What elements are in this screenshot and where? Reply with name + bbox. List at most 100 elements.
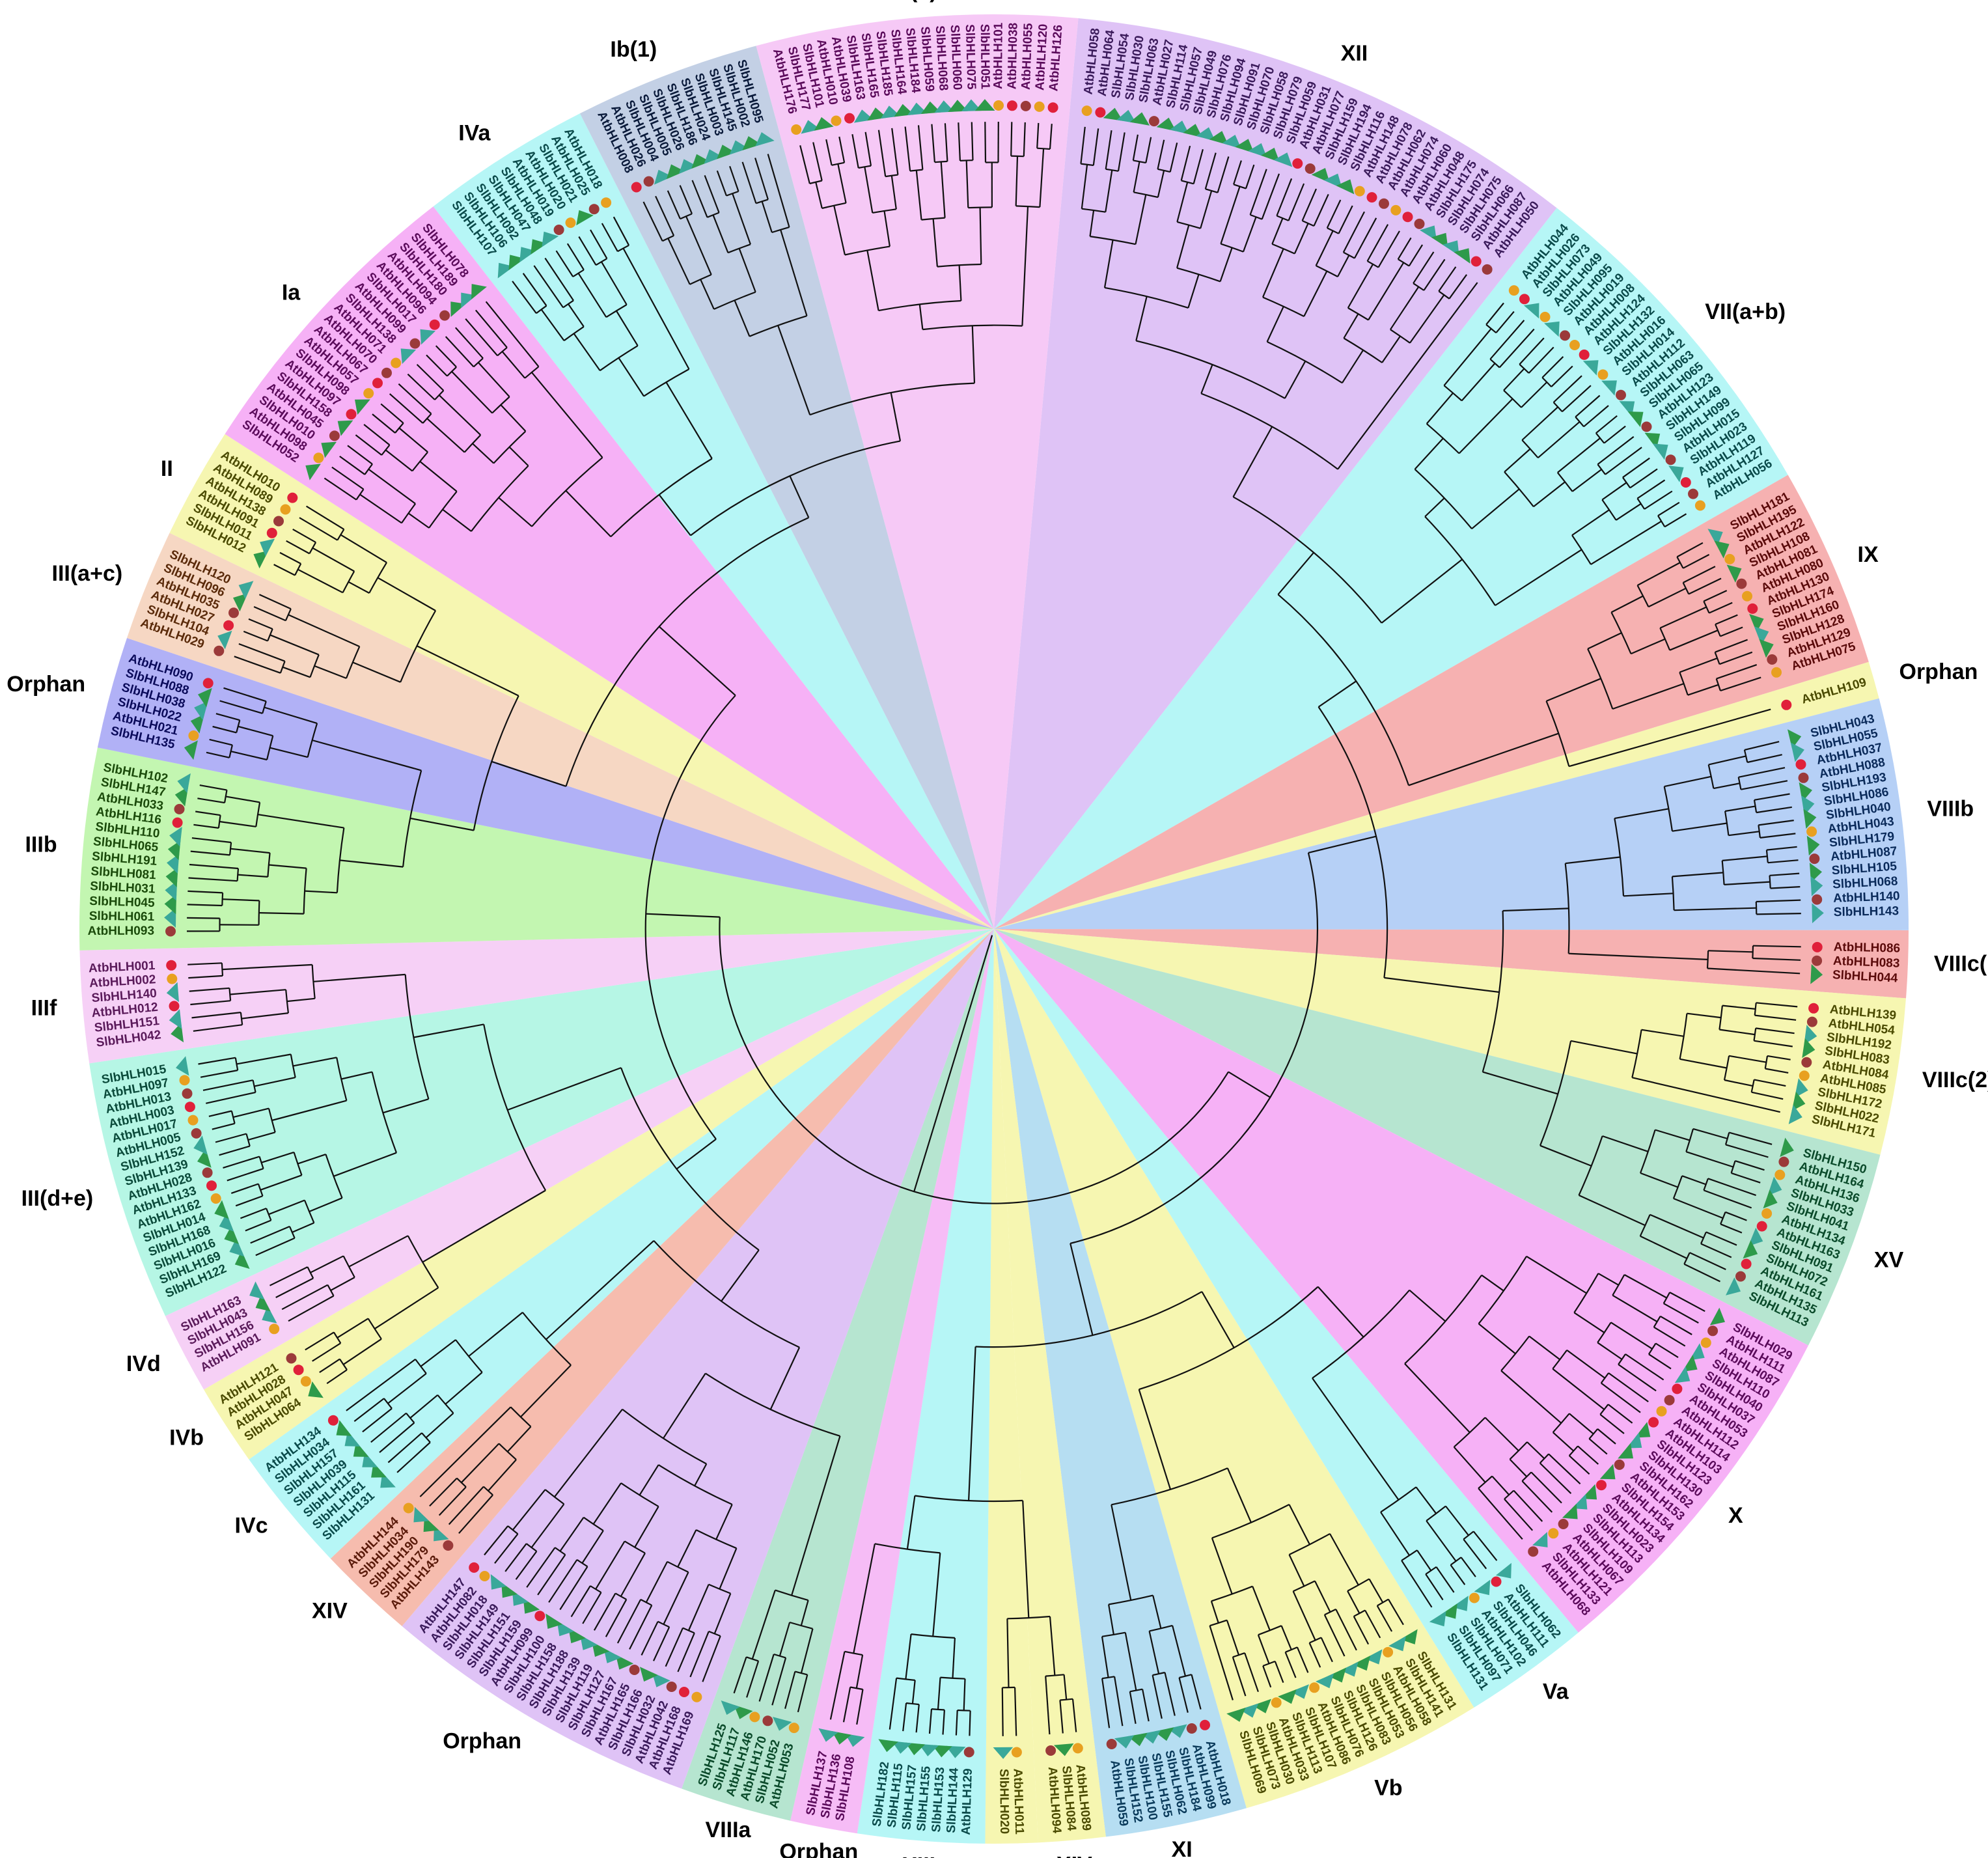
arabidopsis-leaf-marker: [1614, 1459, 1625, 1470]
branch-line: [1614, 808, 1669, 820]
branch-line: [310, 1255, 344, 1273]
branch-line: [1751, 1091, 1784, 1100]
arabidopsis-leaf-marker: [1558, 1519, 1569, 1529]
arabidopsis-leaf-marker: [1735, 1271, 1746, 1282]
branch-line: [595, 1540, 626, 1590]
branch-line: [1618, 1363, 1657, 1392]
branch-line: [1423, 258, 1446, 291]
clade-sector: [994, 18, 1557, 929]
branch-line: [1553, 375, 1582, 403]
branch-line: [445, 336, 475, 368]
tomato-leaf-marker: [166, 982, 179, 1003]
branch-line: [1672, 822, 1728, 832]
branch-line: [1687, 1012, 1721, 1019]
branch-line: [1663, 1303, 1699, 1324]
branch-arc: [1179, 1674, 1192, 1679]
branch-arc: [1663, 1292, 1671, 1304]
leaf-label: AtbHLH083: [1833, 954, 1900, 971]
branch-arc: [1571, 534, 1592, 565]
group-label: IX: [1858, 542, 1879, 567]
branch-arc: [1133, 159, 1146, 164]
branch-line: [1201, 1291, 1235, 1348]
branch-line: [198, 1057, 236, 1065]
group-label: IVb: [995, 1856, 1029, 1858]
tomato-leaf-marker: [1226, 1708, 1246, 1722]
arabidopsis-leaf-marker: [629, 1665, 640, 1675]
tomato-leaf-marker: [1759, 639, 1774, 658]
branch-arc: [228, 988, 232, 1001]
branch-line: [1288, 1554, 1305, 1587]
tomato-leaf-marker: [233, 593, 248, 612]
branch-arc: [1485, 324, 1497, 334]
branch-line: [1725, 1144, 1769, 1158]
branch-line: [1200, 364, 1213, 394]
branch-line: [1461, 363, 1496, 402]
branch-line: [333, 1152, 397, 1177]
arabidopsis-leaf-marker: [1801, 1057, 1812, 1068]
branch-line: [416, 364, 445, 391]
branch-line: [1176, 225, 1190, 268]
branch-line: [340, 534, 387, 564]
clade-sector: [97, 638, 994, 929]
arabidopsis-leaf-marker: [202, 1167, 213, 1178]
group-label: Ib(1): [610, 37, 657, 62]
branch-line: [1587, 632, 1622, 650]
arabidopsis-leaf-marker: [1383, 1646, 1394, 1657]
branch-line: [1172, 1625, 1187, 1676]
arabidopsis-leaf-marker: [1519, 294, 1530, 305]
branch-arc: [1478, 1475, 1493, 1490]
tomato-leaf-marker: [1114, 1735, 1135, 1749]
branch-arc: [224, 790, 228, 803]
tomato-leaf-marker: [1261, 147, 1280, 163]
branch-line: [555, 250, 574, 277]
branch-line: [904, 126, 911, 171]
branch-line: [1220, 186, 1241, 244]
branch-line: [261, 1151, 294, 1163]
branch-line: [212, 725, 237, 734]
branch-line: [1368, 1578, 1384, 1603]
arabidopsis-leaf-marker: [469, 1562, 480, 1573]
arabidopsis-leaf-marker: [1539, 311, 1551, 322]
branch-line: [1482, 1071, 1558, 1095]
arabidopsis-leaf-marker: [643, 176, 654, 187]
branch-arc: [1597, 1322, 1612, 1343]
branch-line: [1725, 1211, 1747, 1221]
branch-line: [507, 1067, 622, 1111]
branch-line: [1288, 183, 1305, 221]
arabidopsis-leaf-marker: [184, 1102, 195, 1113]
branch-arc: [773, 1653, 786, 1659]
clade-sector: [994, 929, 1906, 1155]
arabidopsis-leaf-marker: [601, 197, 612, 208]
branch-line: [1703, 590, 1728, 602]
branch-line: [241, 1012, 289, 1019]
branch-line: [282, 666, 311, 678]
branch-line: [1722, 1005, 1756, 1010]
tomato-leaf-marker: [1790, 742, 1804, 762]
branch-line: [1233, 160, 1242, 185]
branch-line: [1724, 881, 1771, 885]
branch-arc: [1659, 628, 1671, 651]
tomato-leaf-marker: [1364, 1649, 1383, 1665]
branch-arc: [931, 1708, 945, 1711]
branch-arc: [1211, 1585, 1253, 1602]
tomato-leaf-marker: [164, 908, 176, 928]
branch-line: [1595, 415, 1618, 434]
branch-line: [1301, 188, 1318, 221]
branch-line: [620, 1553, 646, 1597]
branch-line: [1537, 421, 1581, 459]
branch-line: [255, 1237, 296, 1256]
branch-line: [789, 475, 810, 518]
branch-line: [700, 279, 715, 310]
branch-line: [206, 751, 230, 758]
branch-arc: [789, 1621, 813, 1629]
branch-arc: [680, 213, 693, 220]
branch-line: [1381, 335, 1401, 363]
arabidopsis-leaf-marker: [1047, 102, 1058, 113]
branch-line: [253, 605, 286, 622]
branch-line: [1414, 437, 1444, 470]
branch-arc: [1343, 251, 1355, 259]
arabidopsis-leaf-marker: [1756, 1221, 1767, 1232]
branch-line: [1722, 855, 1768, 861]
group-label: X: [1728, 1503, 1743, 1528]
arabidopsis-leaf-marker: [266, 527, 277, 538]
